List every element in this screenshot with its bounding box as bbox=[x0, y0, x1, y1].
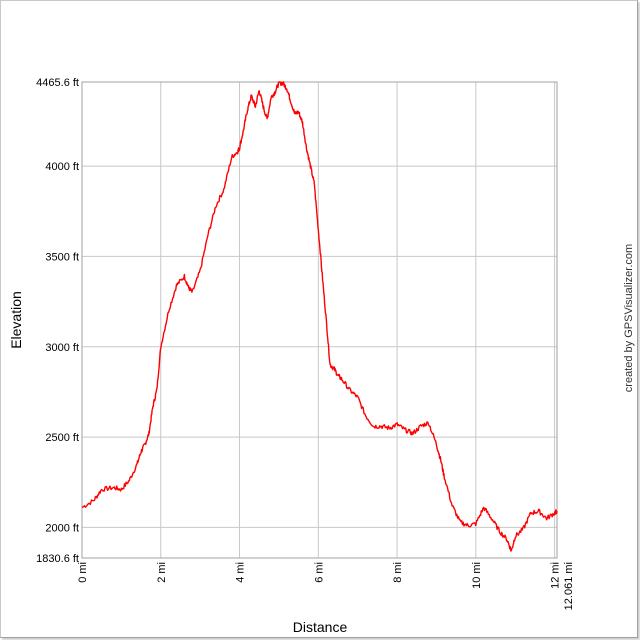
x-tick-label: 0 mi bbox=[77, 562, 89, 583]
y-tick-label: 2500 ft bbox=[45, 432, 79, 444]
x-tick-label: 6 mi bbox=[313, 562, 325, 583]
x-tick-label: 10 mi bbox=[471, 562, 483, 589]
series-line-elevation bbox=[81, 81, 558, 552]
grid bbox=[81, 81, 557, 559]
y-tick-label: 1830.6 ft bbox=[36, 553, 79, 565]
x-tick-label: 12 mi bbox=[550, 562, 562, 589]
x-tick-label: 2 mi bbox=[156, 562, 168, 583]
y-tick-label: 4000 ft bbox=[45, 161, 79, 173]
y-tick-label: 3000 ft bbox=[45, 342, 79, 354]
y-axis-title: Elevation bbox=[8, 291, 24, 349]
x-axis-title: Distance bbox=[293, 619, 348, 635]
x-tick-label: 8 mi bbox=[392, 562, 404, 583]
y-tick-label: 4465.6 ft bbox=[36, 77, 79, 89]
plot-border bbox=[81, 81, 558, 559]
x-tick-labels: 0 mi 2 mi 4 mi 6 mi 8 mi 10 mi 12 mi bbox=[77, 562, 562, 589]
x-end-label: 12.061 mi bbox=[563, 562, 575, 610]
x-tick-label: 4 mi bbox=[235, 562, 247, 583]
credit-text: created by GPSVisualizer.com bbox=[623, 244, 635, 392]
y-tick-labels: 1830.6 ft 2000 ft 2500 ft 3000 ft 3500 ft 400… bbox=[36, 77, 79, 565]
y-tick-label: 2000 ft bbox=[45, 522, 79, 534]
y-tick-label: 3500 ft bbox=[45, 251, 79, 263]
